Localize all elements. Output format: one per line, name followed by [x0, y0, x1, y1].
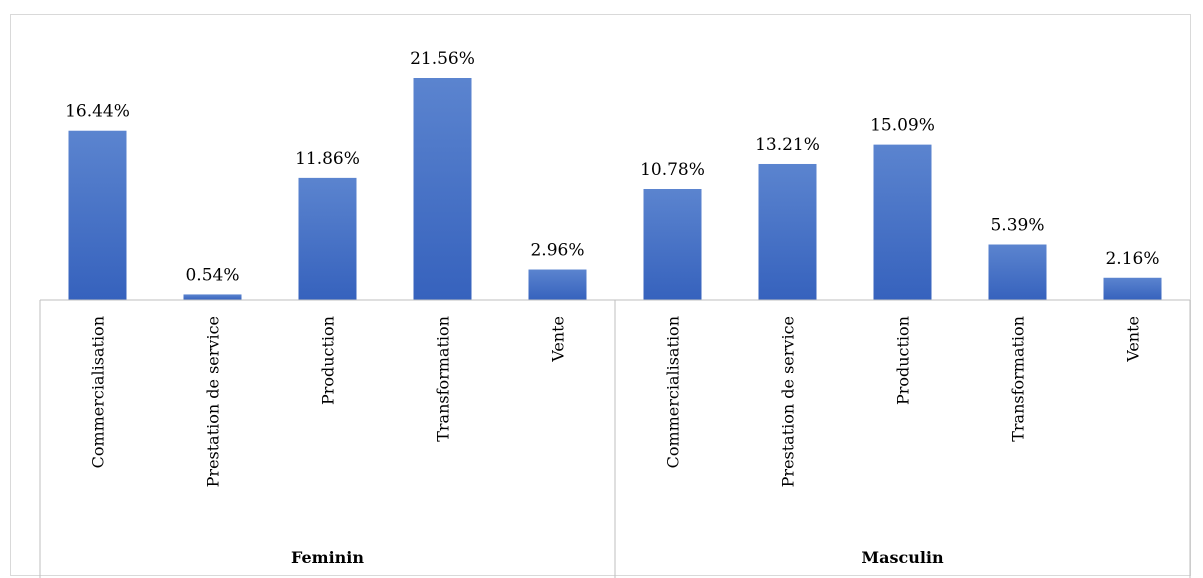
bar — [528, 269, 587, 300]
data-label: 11.86% — [295, 149, 360, 169]
bar — [413, 78, 472, 300]
category-label: Transformation — [1009, 316, 1028, 442]
data-label: 21.56% — [410, 49, 475, 69]
category-label: Commercialisation — [89, 316, 108, 468]
group-label: Feminin — [291, 548, 364, 567]
data-label: 10.78% — [640, 160, 705, 180]
data-label: 16.44% — [65, 102, 130, 122]
category-label: Prestation de service — [779, 316, 798, 487]
bar — [298, 177, 357, 300]
category-label: Vente — [1124, 316, 1143, 363]
bar — [183, 294, 242, 300]
bar — [873, 144, 932, 300]
data-label: 0.54% — [185, 265, 239, 285]
group-label: Masculin — [861, 548, 944, 567]
bar — [1103, 277, 1162, 300]
category-label: Vente — [549, 316, 568, 363]
bar — [643, 189, 702, 300]
bar — [68, 130, 127, 300]
category-label: Commercialisation — [664, 316, 683, 468]
data-label: 5.39% — [990, 216, 1044, 236]
data-label: 2.96% — [530, 241, 584, 261]
data-label: 15.09% — [870, 116, 935, 136]
bar — [988, 244, 1047, 300]
category-label: Prestation de service — [204, 316, 223, 487]
data-label: 13.21% — [755, 135, 820, 155]
category-label: Production — [894, 316, 913, 405]
category-label: Production — [319, 316, 338, 405]
data-label: 2.16% — [1105, 249, 1159, 269]
category-label: Transformation — [434, 316, 453, 442]
bar — [758, 163, 817, 300]
